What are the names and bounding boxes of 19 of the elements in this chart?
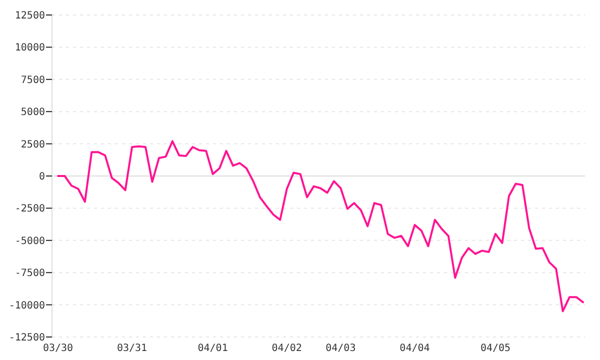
y-tick-label: 0 [38, 172, 45, 182]
x-tick-label: 04/04 [400, 343, 430, 354]
y-tick-label: 5000 [20, 107, 45, 118]
y-tick-label: 2500 [20, 139, 45, 150]
line-series [57, 140, 584, 312]
x-tick-label: 04/01 [198, 343, 228, 354]
x-tick-label: 04/05 [480, 343, 511, 354]
y-tick-label: -7500 [14, 268, 45, 280]
y-tick-label: 12500 [14, 10, 45, 22]
y-tick-label: 10000 [14, 42, 45, 54]
x-tick-label: 04/03 [326, 343, 356, 354]
y-tick-label: -2500 [14, 204, 45, 215]
x-tick-label: 03/31 [116, 343, 148, 354]
y-tick-label: 7500 [20, 74, 45, 86]
y-tick-label: -12500 [8, 332, 45, 344]
y-tick-label: -5000 [14, 236, 45, 247]
x-tick-label: 03/30 [42, 343, 74, 354]
y-tick-label: -10000 [8, 300, 45, 312]
x-tick-label: 04/02 [272, 343, 302, 354]
